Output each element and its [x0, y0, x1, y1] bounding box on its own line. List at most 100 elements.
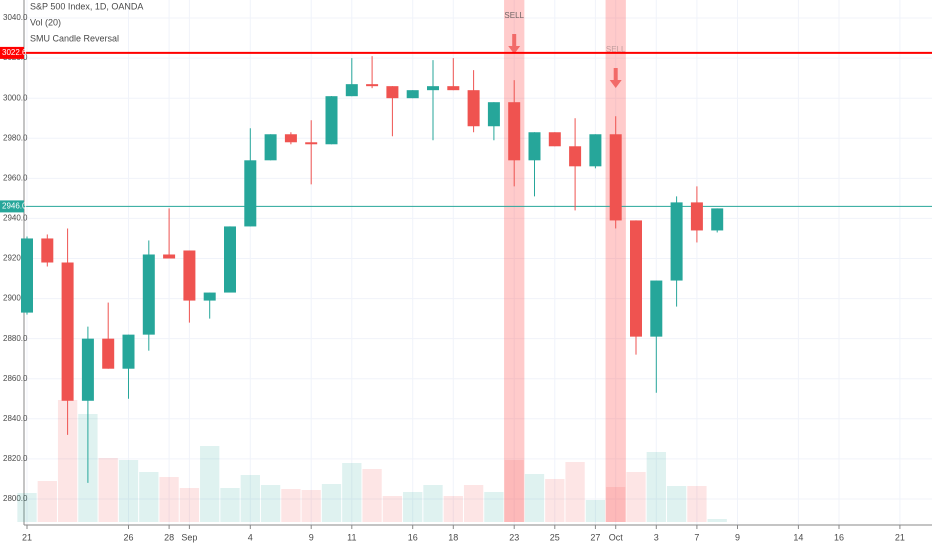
candle-body — [447, 86, 460, 91]
candle-body — [61, 262, 74, 401]
y-tick-label: 2860.0 — [3, 374, 28, 383]
candle-body — [386, 86, 399, 99]
volume-bar — [687, 486, 707, 522]
candle-body — [427, 86, 439, 91]
volume-bar — [220, 488, 240, 522]
volume-bar — [281, 489, 301, 522]
candle-body — [366, 84, 379, 87]
price-line-label: 3022.6 — [2, 48, 27, 57]
candle-body — [81, 338, 94, 401]
signal-label: SELL — [606, 45, 626, 54]
price-line-tag — [0, 46, 24, 59]
candle-body — [122, 334, 135, 369]
x-tick-label: 3 — [654, 532, 659, 542]
candle-body — [264, 134, 277, 161]
x-tick-label: 4 — [248, 532, 253, 542]
candle-body — [589, 134, 602, 167]
signal-band — [504, 0, 525, 522]
x-tick-label: 9 — [735, 532, 740, 542]
price-line-tag — [0, 200, 24, 213]
signal-label: SELL — [504, 11, 524, 20]
volume-bar — [200, 446, 220, 522]
x-tick-label: 16 — [834, 532, 844, 542]
y-tick-label: 2880.0 — [3, 334, 28, 343]
chart-title: S&P 500 Index, 1D, OANDA — [30, 1, 143, 11]
candle-body — [142, 254, 155, 335]
x-tick-label: 9 — [309, 532, 314, 542]
y-tick-label: 2940.0 — [3, 214, 28, 223]
x-tick-label: 14 — [793, 532, 803, 542]
x-tick-label: 25 — [550, 532, 560, 542]
x-tick-label: 27 — [590, 532, 600, 542]
indicator-label: Vol (20) — [30, 17, 61, 27]
volume-bar — [382, 496, 403, 522]
candle-body — [711, 208, 724, 231]
x-tick-label: Sep — [181, 532, 197, 542]
y-tick-label: 2960.0 — [3, 173, 28, 182]
candle-body — [528, 132, 541, 161]
volume-bar — [423, 485, 443, 522]
volume-bar — [240, 475, 260, 522]
x-tick-label: 28 — [164, 532, 174, 542]
y-tick-label: 2900.0 — [3, 294, 28, 303]
candle-body — [325, 96, 338, 145]
signal-band — [605, 0, 626, 522]
indicator-label: SMU Candle Reversal — [30, 33, 119, 43]
volume-bar — [545, 479, 565, 522]
volume-bar — [443, 496, 463, 522]
candle-body — [284, 134, 297, 143]
x-tick-label: 16 — [408, 532, 418, 542]
y-tick-label: 2840.0 — [3, 414, 28, 423]
candle-body — [690, 202, 703, 231]
x-tick-label: Oct — [609, 532, 624, 542]
candle-body — [650, 280, 663, 337]
volume-bar — [362, 469, 382, 522]
signal-arrow — [508, 34, 521, 54]
x-tick-label: 21 — [895, 532, 905, 542]
volume-bar — [606, 487, 626, 522]
candle-body — [102, 338, 115, 369]
volume-bar — [484, 492, 504, 522]
y-tick-label: 3000.0 — [3, 93, 28, 102]
y-tick-label: 2820.0 — [3, 454, 28, 463]
candle-body — [345, 84, 358, 97]
price-line-label: 2946.0 — [2, 202, 27, 211]
volume-bar — [118, 460, 139, 522]
volume-bar — [301, 490, 321, 522]
candle-body — [609, 134, 622, 221]
volume-bar — [17, 493, 37, 522]
candle-body — [41, 238, 54, 263]
x-tick-label: 26 — [123, 532, 133, 542]
candle-body — [203, 292, 216, 301]
candle-body — [467, 90, 480, 127]
candle-body — [224, 226, 236, 293]
candle-body — [244, 160, 257, 227]
volume-bar — [98, 458, 118, 522]
candle-body — [670, 202, 683, 281]
volume-bar — [646, 452, 666, 522]
volume-bar — [37, 481, 57, 522]
volume-bar — [463, 485, 484, 522]
candle-body — [163, 254, 176, 259]
volume-bar — [565, 462, 585, 522]
candle-body — [406, 90, 419, 99]
volume-bar — [524, 474, 545, 522]
x-tick-label: 18 — [448, 532, 458, 542]
signal-arrow — [609, 68, 622, 88]
y-tick-label: 2980.0 — [3, 133, 28, 142]
y-tick-label: 3040.0 — [3, 13, 28, 22]
volume-bar — [260, 485, 281, 522]
x-tick-label: 23 — [509, 532, 519, 542]
volume-bar — [321, 484, 342, 522]
candle-body — [305, 142, 318, 145]
candle-body — [548, 132, 561, 147]
volume-bar — [139, 472, 159, 522]
x-tick-label: 21 — [22, 532, 32, 542]
volume-bar — [403, 492, 423, 522]
candle-body — [508, 102, 521, 161]
volume-bar — [585, 500, 606, 522]
candle-body — [569, 146, 582, 167]
candle-body — [21, 238, 33, 313]
y-tick-label: 2920.0 — [3, 254, 28, 263]
